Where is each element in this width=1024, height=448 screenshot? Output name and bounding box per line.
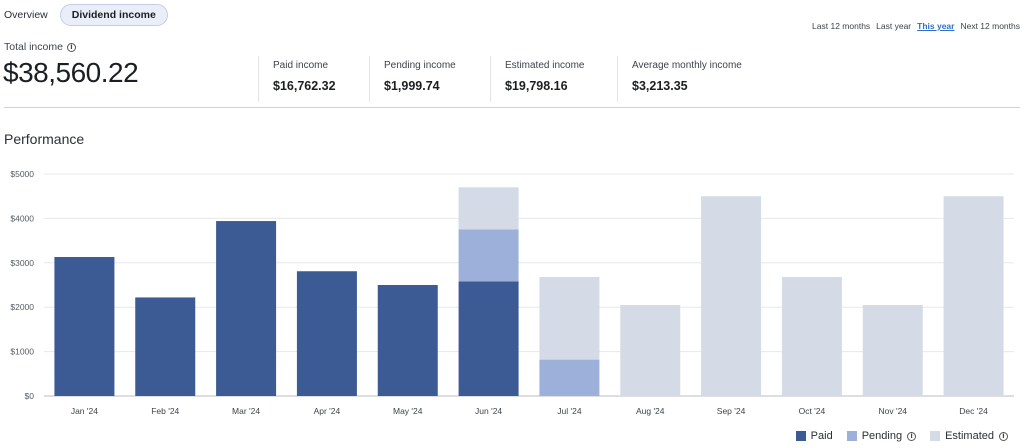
stat-value: $1,999.74: [384, 79, 440, 93]
x-tick-label: May '24: [393, 406, 423, 416]
bar-estimated: [943, 196, 1004, 396]
section-divider: [4, 107, 1020, 108]
y-tick-label: $4000: [10, 213, 34, 223]
bar-paid: [135, 297, 196, 396]
y-tick-label: $5000: [10, 169, 34, 179]
stat-label: Pending income: [384, 60, 456, 71]
x-tick-label: Apr '24: [314, 406, 341, 416]
legend-swatch-paid: [795, 431, 806, 441]
stat-estimated-income: Estimated income $19,798.16: [490, 56, 584, 102]
stat-label: Average monthly income: [632, 60, 742, 71]
x-tick-label: Sep '24: [717, 406, 746, 416]
tab-overview[interactable]: Overview: [4, 9, 48, 21]
stat-value: $3,213.35: [632, 79, 688, 93]
total-income-value: $38,560.22: [3, 57, 139, 88]
tab-bar: Overview Dividend income: [4, 4, 168, 26]
bar-estimated: [620, 304, 681, 396]
period-last-12-months[interactable]: Last 12 months: [812, 21, 871, 31]
bar-estimated: [701, 196, 762, 396]
legend-item-pending[interactable]: Pending i: [846, 430, 917, 442]
legend-label-estimated: Estimated: [945, 430, 994, 442]
x-tick-label: Mar '24: [232, 406, 260, 416]
y-tick-label: $3000: [10, 258, 34, 268]
stat-value: $16,762.32: [273, 79, 336, 93]
info-icon[interactable]: i: [999, 431, 1008, 441]
x-tick-label: Aug '24: [636, 406, 665, 416]
bar-pending: [539, 359, 600, 396]
stat-label: Estimated income: [505, 60, 585, 71]
bar-paid: [296, 271, 357, 396]
stat-value: $19,798.16: [505, 79, 568, 93]
bar-paid: [458, 281, 519, 396]
period-next-12-months[interactable]: Next 12 months: [960, 21, 1020, 31]
y-tick-label: $0: [25, 391, 35, 401]
bar-estimated: [539, 277, 600, 360]
info-icon[interactable]: i: [907, 431, 917, 441]
y-tick-label: $1000: [10, 347, 34, 357]
stat-label: Paid income: [273, 60, 329, 71]
performance-title: Performance: [4, 131, 85, 147]
performance-chart: $0 $1000 $2000 $3000 $4000 $5000 Jan '24 Feb '2…: [10, 169, 1014, 416]
x-tick-label: Jan '24: [71, 406, 98, 416]
legend-item-paid[interactable]: Paid: [795, 430, 833, 442]
x-tick-label: Jun '24: [475, 406, 502, 416]
x-tick-label: Dec '24: [959, 406, 988, 416]
period-selector: Last 12 months Last year This year Next …: [812, 21, 1020, 31]
period-last-year[interactable]: Last year: [876, 21, 912, 31]
bar-estimated: [862, 304, 923, 396]
bar-paid: [377, 285, 438, 396]
legend-swatch-pending: [846, 431, 857, 441]
y-tick-label: $2000: [10, 302, 34, 312]
bar-pending: [458, 229, 519, 282]
stat-paid-income: Paid income $16,762.32: [258, 56, 336, 102]
x-tick-label: Feb '24: [151, 406, 179, 416]
period-this-year[interactable]: This year: [917, 21, 955, 31]
x-tick-label: Nov '24: [878, 406, 907, 416]
legend-item-estimated[interactable]: Estimated i: [930, 430, 1008, 442]
legend-label-pending: Pending: [861, 430, 903, 442]
chart-legend: Paid Pending i Estimated i: [795, 430, 1008, 442]
total-income-label: Total income i: [4, 41, 76, 53]
info-icon[interactable]: i: [66, 42, 76, 52]
tab-dividend-income[interactable]: Dividend income: [59, 4, 168, 26]
x-tick-label: Oct '24: [799, 406, 826, 416]
bar-estimated: [458, 187, 519, 230]
bar-paid: [54, 257, 115, 396]
legend-label-paid: Paid: [810, 430, 833, 442]
stat-average-monthly-income: Average monthly income $3,213.35: [617, 56, 742, 102]
legend-swatch-estimated: [930, 431, 941, 441]
total-income-label-text: Total income: [4, 41, 63, 53]
bar-paid: [216, 221, 277, 396]
bar-estimated: [781, 277, 842, 396]
stat-pending-income: Pending income $1,999.74: [369, 56, 456, 102]
x-tick-label: Jul '24: [557, 406, 582, 416]
